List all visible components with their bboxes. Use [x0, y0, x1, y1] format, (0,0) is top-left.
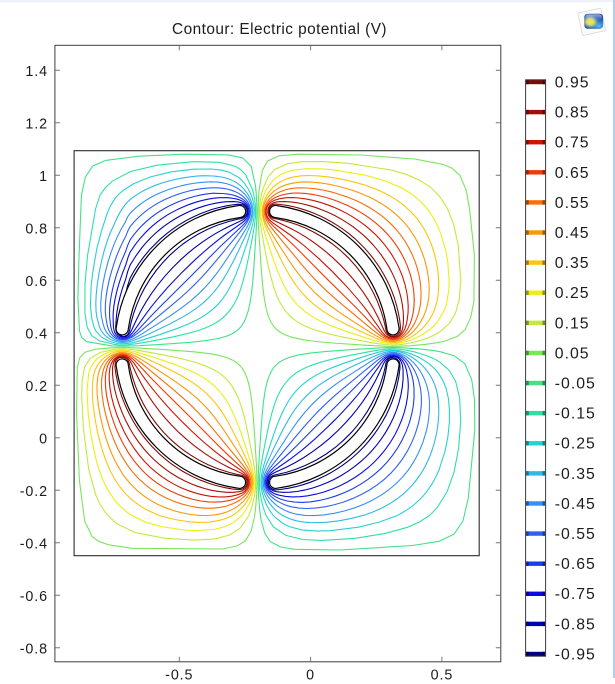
svg-text:-0.45: -0.45: [555, 496, 596, 513]
svg-text:-0.05: -0.05: [555, 376, 596, 393]
svg-text:0.25: 0.25: [555, 285, 590, 302]
svg-text:0.8: 0.8: [25, 222, 48, 238]
svg-text:0: 0: [39, 432, 48, 448]
svg-text:0.6: 0.6: [25, 274, 48, 290]
svg-text:0.35: 0.35: [555, 255, 590, 272]
svg-text:0.85: 0.85: [555, 105, 590, 122]
svg-text:-0.8: -0.8: [20, 642, 48, 658]
svg-text:-0.5: -0.5: [165, 668, 193, 684]
svg-text:-0.75: -0.75: [555, 586, 596, 603]
svg-text:-0.25: -0.25: [555, 436, 596, 453]
svg-text:0.75: 0.75: [555, 135, 590, 152]
svg-text:-0.85: -0.85: [555, 616, 596, 633]
svg-text:Contour: Electric potential (V: Contour: Electric potential (V): [172, 21, 387, 38]
svg-text:1: 1: [39, 169, 48, 185]
svg-text:-0.95: -0.95: [555, 647, 596, 664]
svg-text:0.95: 0.95: [555, 75, 590, 92]
svg-text:-0.65: -0.65: [555, 556, 596, 573]
svg-text:0.55: 0.55: [555, 195, 590, 212]
svg-text:0.05: 0.05: [555, 345, 590, 362]
svg-text:0.45: 0.45: [555, 225, 590, 242]
svg-text:-0.4: -0.4: [20, 537, 48, 553]
svg-text:0.15: 0.15: [555, 315, 590, 332]
svg-text:-0.15: -0.15: [555, 406, 596, 423]
svg-text:-0.2: -0.2: [20, 484, 48, 500]
svg-text:0.4: 0.4: [25, 327, 48, 343]
svg-text:0: 0: [306, 668, 315, 684]
svg-text:1.4: 1.4: [25, 64, 48, 80]
svg-text:0.5: 0.5: [431, 668, 454, 684]
svg-text:-0.55: -0.55: [555, 526, 596, 543]
svg-text:-0.35: -0.35: [555, 466, 596, 483]
svg-text:0.65: 0.65: [555, 165, 590, 182]
svg-text:0.2: 0.2: [25, 379, 48, 395]
svg-text:1.2: 1.2: [25, 117, 48, 133]
svg-text:-0.6: -0.6: [20, 589, 48, 605]
